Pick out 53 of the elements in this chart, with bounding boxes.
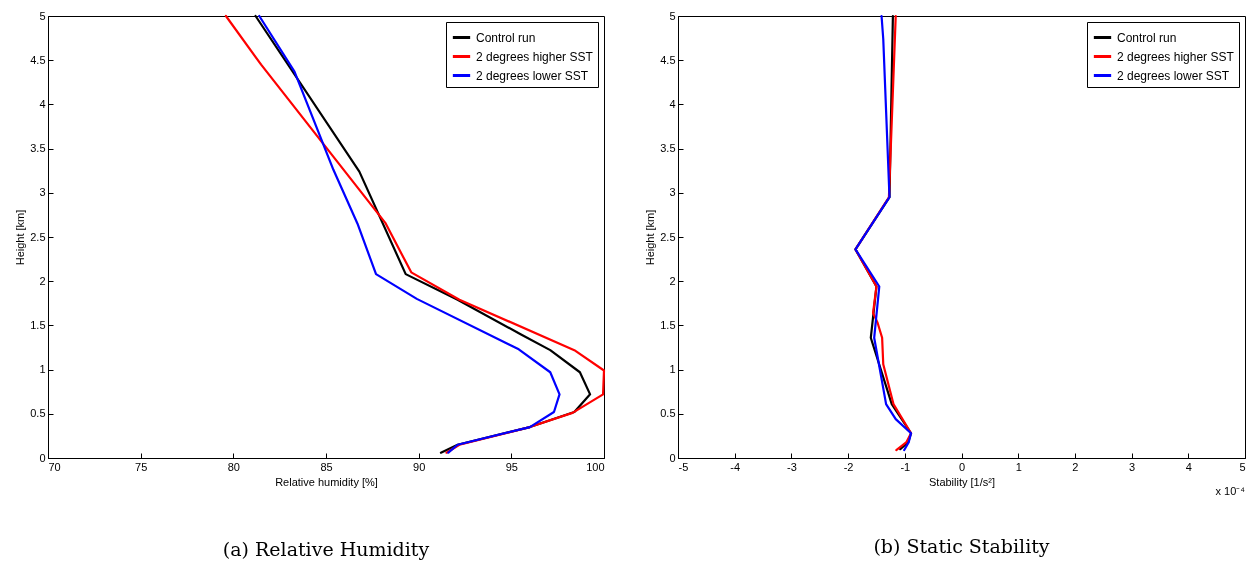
y-tick-label: 4 [39, 97, 46, 110]
y-tick-label: 0.5 [660, 407, 676, 420]
text: (a) Relative Humidity [222, 538, 430, 560]
legend-label: 2 degrees lower SST [1117, 68, 1230, 83]
y-tick-label: 5 [669, 9, 676, 22]
y-tick-label: 4 [669, 97, 676, 110]
text: (b) Static Stability [873, 535, 1050, 557]
x-tick-label: 70 [48, 460, 61, 473]
legend-label: Control run [1117, 30, 1177, 45]
y-tick-label: 3.5 [660, 142, 676, 155]
x-axis-title: Stability [1/s²] [928, 475, 996, 488]
text: x 10⁻⁴ [1215, 485, 1246, 497]
x-tick-label: 4 [1185, 460, 1192, 473]
x-tick-label: 100 [586, 460, 605, 473]
x-axis-title: Relative humidity [%] [275, 475, 378, 488]
y-tick-label: 1 [669, 363, 676, 376]
x-tick-label: -1 [900, 460, 911, 473]
y-tick-label: 1.5 [30, 318, 46, 331]
y-tick-label: 2 [39, 274, 46, 287]
legend-label: Control run [476, 30, 536, 45]
x-tick-label: 85 [320, 460, 333, 473]
y-axis-title: Height [km] [644, 209, 657, 266]
x-tick-label: 75 [135, 460, 148, 473]
y-tick-label: 4.5 [30, 53, 46, 66]
x-tick-label: 2 [1072, 460, 1079, 473]
y-axis-title: Height [km] [14, 209, 27, 266]
y-tick-label: 3 [39, 186, 46, 199]
x-tick-label: -5 [678, 460, 689, 473]
y-tick-label: 2.5 [30, 230, 46, 243]
legend-label: 2 degrees higher SST [1117, 49, 1235, 64]
y-tick-label: 3 [669, 186, 676, 199]
y-tick-label: 1.5 [660, 318, 676, 331]
x-tick-label: 5 [1239, 460, 1246, 473]
x-tick-label: -3 [787, 460, 797, 473]
x-tick-label: 1 [1015, 460, 1022, 473]
x-tick-label: 80 [227, 460, 240, 473]
y-tick-label: 2.5 [660, 230, 676, 243]
legend-label: 2 degrees lower SST [476, 68, 589, 83]
x-tick-label: -2 [843, 460, 854, 473]
y-tick-label: 4.5 [660, 53, 676, 66]
y-tick-label: 0.5 [30, 407, 46, 420]
y-tick-label: 5 [39, 9, 46, 22]
y-tick-label: 3.5 [30, 142, 46, 155]
legend-label: 2 degrees higher SST [476, 49, 594, 64]
x-tick-label: 3 [1129, 460, 1136, 473]
x-tick-label: 90 [413, 460, 426, 473]
y-tick-label: 2 [669, 274, 676, 287]
x-tick-label: 95 [505, 460, 518, 473]
x-tick-label: 0 [958, 460, 966, 473]
y-tick-label: 0 [669, 451, 676, 464]
y-tick-label: 0 [39, 451, 46, 464]
y-tick-label: 1 [39, 363, 46, 376]
x-tick-label: -4 [730, 460, 741, 473]
